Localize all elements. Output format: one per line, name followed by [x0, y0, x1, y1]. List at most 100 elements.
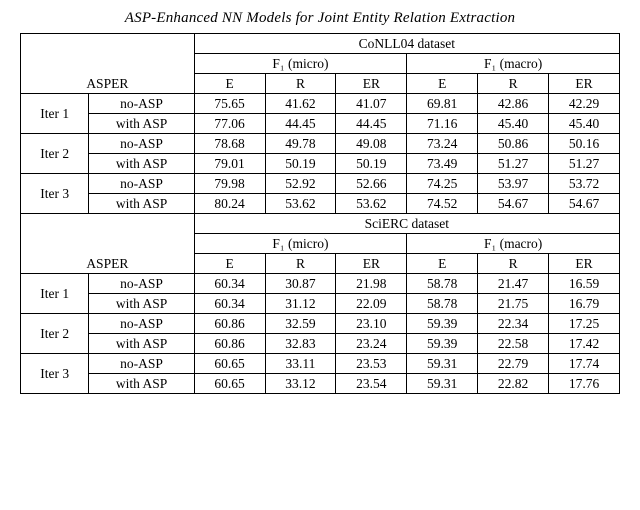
iter-label: Iter 1	[21, 274, 89, 314]
cell: 60.65	[194, 354, 265, 374]
cond-label: no-ASP	[89, 354, 194, 374]
cell: 54.67	[478, 194, 549, 214]
cell: 52.66	[336, 174, 407, 194]
cell: 78.68	[194, 134, 265, 154]
iter-label: Iter 2	[21, 134, 89, 174]
cell: 71.16	[407, 114, 478, 134]
col-ER: ER	[549, 254, 620, 274]
table-row: ASPER SciERC dataset	[21, 214, 620, 234]
col-ER: ER	[336, 254, 407, 274]
cell: 30.87	[265, 274, 336, 294]
cell: 80.24	[194, 194, 265, 214]
col-R: R	[265, 254, 336, 274]
cell: 21.75	[478, 294, 549, 314]
cell: 31.12	[265, 294, 336, 314]
cell: 52.92	[265, 174, 336, 194]
cell: 44.45	[336, 114, 407, 134]
cell: 74.25	[407, 174, 478, 194]
table-row: with ASP 60.65 33.12 23.54 59.31 22.82 1…	[21, 374, 620, 394]
cell: 59.39	[407, 334, 478, 354]
cell: 60.34	[194, 274, 265, 294]
f1-macro-header: F₁ (macro)	[407, 234, 620, 254]
cell: 53.62	[265, 194, 336, 214]
cell: 51.27	[478, 154, 549, 174]
table-row: Iter 2 no-ASP 60.86 32.59 23.10 59.39 22…	[21, 314, 620, 334]
cell: 22.34	[478, 314, 549, 334]
cell: 59.31	[407, 374, 478, 394]
cell: 50.19	[265, 154, 336, 174]
col-R: R	[265, 74, 336, 94]
table-row: Iter 3 no-ASP 79.98 52.92 52.66 74.25 53…	[21, 174, 620, 194]
iter-label: Iter 2	[21, 314, 89, 354]
cond-label: no-ASP	[89, 314, 194, 334]
cell: 58.78	[407, 274, 478, 294]
cell: 32.59	[265, 314, 336, 334]
cell: 32.83	[265, 334, 336, 354]
dataset-header-scierc: SciERC dataset	[194, 214, 619, 234]
col-E: E	[194, 254, 265, 274]
cell: 53.62	[336, 194, 407, 214]
results-table: ASPER CoNLL04 dataset F₁ (micro) F₁ (mac…	[20, 33, 620, 394]
cell: 75.65	[194, 94, 265, 114]
cell: 42.86	[478, 94, 549, 114]
table-row: with ASP 60.34 31.12 22.09 58.78 21.75 1…	[21, 294, 620, 314]
cond-label: no-ASP	[89, 274, 194, 294]
col-E: E	[194, 74, 265, 94]
col-R: R	[478, 74, 549, 94]
cell: 54.67	[549, 194, 620, 214]
cond-label: no-ASP	[89, 134, 194, 154]
cell: 73.24	[407, 134, 478, 154]
cell: 50.16	[549, 134, 620, 154]
col-ER: ER	[549, 74, 620, 94]
cell: 33.12	[265, 374, 336, 394]
cell: 22.09	[336, 294, 407, 314]
f1-micro-label: F₁ (micro)	[272, 56, 328, 71]
cell: 23.53	[336, 354, 407, 374]
cell: 60.86	[194, 334, 265, 354]
cell: 50.86	[478, 134, 549, 154]
cell: 50.19	[336, 154, 407, 174]
cell: 60.65	[194, 374, 265, 394]
cell: 60.86	[194, 314, 265, 334]
cond-label: no-ASP	[89, 174, 194, 194]
f1-micro-header: F₁ (micro)	[194, 234, 407, 254]
cell: 17.42	[549, 334, 620, 354]
cell: 22.58	[478, 334, 549, 354]
cell: 45.40	[478, 114, 549, 134]
f1-macro-label: F₁ (macro)	[484, 236, 542, 251]
asper-header: ASPER	[21, 214, 195, 274]
cell: 21.47	[478, 274, 549, 294]
table-row: with ASP 60.86 32.83 23.24 59.39 22.58 1…	[21, 334, 620, 354]
cond-label: with ASP	[89, 294, 194, 314]
cell: 23.54	[336, 374, 407, 394]
cond-label: with ASP	[89, 154, 194, 174]
cell: 23.10	[336, 314, 407, 334]
table-row: Iter 1 no-ASP 75.65 41.62 41.07 69.81 42…	[21, 94, 620, 114]
table-row: with ASP 79.01 50.19 50.19 73.49 51.27 5…	[21, 154, 620, 174]
cell: 53.97	[478, 174, 549, 194]
cell: 58.78	[407, 294, 478, 314]
col-E: E	[407, 74, 478, 94]
f1-macro-label: F₁ (macro)	[484, 56, 542, 71]
cell: 59.31	[407, 354, 478, 374]
cell: 17.25	[549, 314, 620, 334]
f1-micro-header: F₁ (micro)	[194, 54, 407, 74]
cell: 16.79	[549, 294, 620, 314]
iter-label: Iter 1	[21, 94, 89, 134]
asper-header: ASPER	[21, 34, 195, 94]
table-row: ASPER CoNLL04 dataset	[21, 34, 620, 54]
cell: 51.27	[549, 154, 620, 174]
col-ER: ER	[336, 74, 407, 94]
cell: 41.62	[265, 94, 336, 114]
cell: 22.79	[478, 354, 549, 374]
iter-label: Iter 3	[21, 174, 89, 214]
f1-macro-header: F₁ (macro)	[407, 54, 620, 74]
cell: 79.01	[194, 154, 265, 174]
cell: 73.49	[407, 154, 478, 174]
cell: 74.52	[407, 194, 478, 214]
table-row: with ASP 77.06 44.45 44.45 71.16 45.40 4…	[21, 114, 620, 134]
cond-label: no-ASP	[89, 94, 194, 114]
cond-label: with ASP	[89, 374, 194, 394]
cell: 42.29	[549, 94, 620, 114]
cond-label: with ASP	[89, 114, 194, 134]
